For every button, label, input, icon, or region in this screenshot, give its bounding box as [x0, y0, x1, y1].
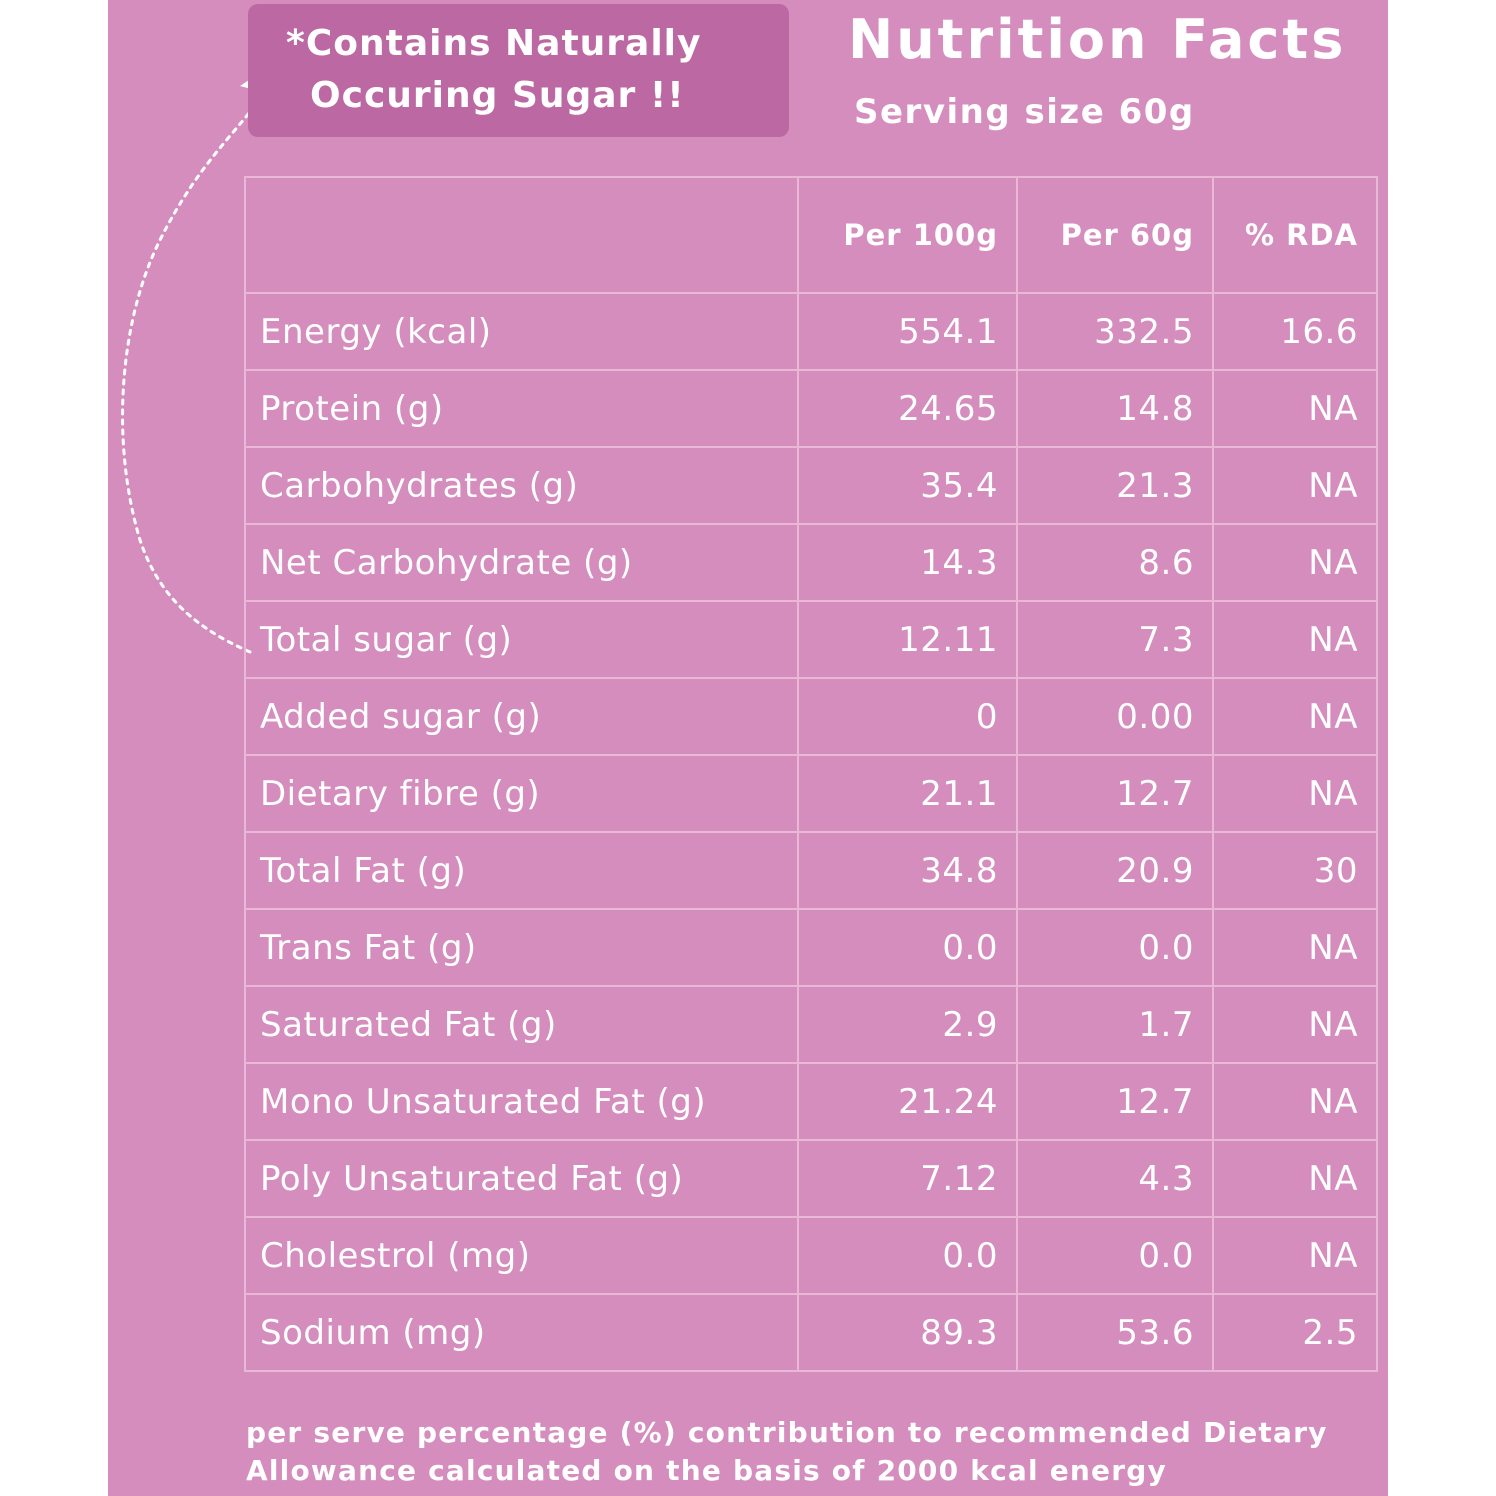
table-row: Total Fat (g) 34.8 20.9 30	[244, 831, 1378, 910]
value-rda: NA	[1212, 523, 1378, 602]
table-row: Trans Fat (g) 0.0 0.0 NA	[244, 908, 1378, 987]
value-per-60g: 53.6	[1016, 1293, 1214, 1372]
value-per-100g: 21.24	[797, 1062, 1018, 1141]
value-per-100g: 14.3	[797, 523, 1018, 602]
value-rda: NA	[1212, 1062, 1378, 1141]
nutrient-name: Added sugar (g)	[244, 677, 799, 756]
footnote-line-2: Allowance calculated on the basis of 200…	[246, 1454, 1167, 1487]
value-per-60g: 12.7	[1016, 1062, 1214, 1141]
value-rda: NA	[1212, 1139, 1378, 1218]
column-header-per-60g: Per 60g	[1016, 176, 1214, 294]
callout-line-1: *Contains Naturally	[286, 23, 702, 64]
value-rda: NA	[1212, 446, 1378, 525]
naturally-occurring-sugar-callout: *Contains Naturally Occuring Sugar !!	[248, 4, 789, 137]
column-header-per-100g: Per 100g	[797, 176, 1018, 294]
table-row: Added sugar (g) 0 0.00 NA	[244, 677, 1378, 756]
value-per-100g: 7.12	[797, 1139, 1018, 1218]
page-title: Nutrition Facts	[848, 8, 1347, 71]
value-per-100g: 34.8	[797, 831, 1018, 910]
table-header-row: Per 100g Per 60g % RDA	[244, 176, 1378, 294]
nutrient-name: Protein (g)	[244, 369, 799, 448]
value-per-60g: 12.7	[1016, 754, 1214, 833]
value-rda: NA	[1212, 677, 1378, 756]
value-per-100g: 89.3	[797, 1293, 1018, 1372]
serving-size: Serving size 60g	[854, 92, 1195, 132]
nutrient-name: Carbohydrates (g)	[244, 446, 799, 525]
value-per-60g: 0.0	[1016, 1216, 1214, 1295]
value-per-60g: 1.7	[1016, 985, 1214, 1064]
nutrient-name: Mono Unsaturated Fat (g)	[244, 1062, 799, 1141]
column-header-nutrient	[244, 176, 799, 294]
value-per-60g: 7.3	[1016, 600, 1214, 679]
value-per-60g: 0.00	[1016, 677, 1214, 756]
table-row: Carbohydrates (g) 35.4 21.3 NA	[244, 446, 1378, 525]
table-row: Sodium (mg) 89.3 53.6 2.5	[244, 1293, 1378, 1372]
nutrient-name: Trans Fat (g)	[244, 908, 799, 987]
table-row: Mono Unsaturated Fat (g) 21.24 12.7 NA	[244, 1062, 1378, 1141]
value-per-60g: 332.5	[1016, 292, 1214, 371]
value-rda: NA	[1212, 1216, 1378, 1295]
table-row: Total sugar (g) 12.11 7.3 NA	[244, 600, 1378, 679]
nutrient-name: Cholestrol (mg)	[244, 1216, 799, 1295]
value-rda: NA	[1212, 985, 1378, 1064]
value-per-60g: 4.3	[1016, 1139, 1214, 1218]
value-per-100g: 24.65	[797, 369, 1018, 448]
column-header-rda: % RDA	[1212, 176, 1378, 294]
value-per-100g: 2.9	[797, 985, 1018, 1064]
table-row: Energy (kcal) 554.1 332.5 16.6	[244, 292, 1378, 371]
table-row: Poly Unsaturated Fat (g) 7.12 4.3 NA	[244, 1139, 1378, 1218]
table-row: Dietary fibre (g) 21.1 12.7 NA	[244, 754, 1378, 833]
value-per-100g: 12.11	[797, 600, 1018, 679]
value-rda: NA	[1212, 369, 1378, 448]
nutrient-name: Poly Unsaturated Fat (g)	[244, 1139, 799, 1218]
value-per-60g: 14.8	[1016, 369, 1214, 448]
nutrient-name: Total Fat (g)	[244, 831, 799, 910]
rda-footnote: per serve percentage (%) contribution to…	[246, 1414, 1386, 1490]
nutrient-name: Saturated Fat (g)	[244, 985, 799, 1064]
table-row: Saturated Fat (g) 2.9 1.7 NA	[244, 985, 1378, 1064]
nutrient-name: Dietary fibre (g)	[244, 754, 799, 833]
value-per-100g: 0	[797, 677, 1018, 756]
nutrient-name: Net Carbohydrate (g)	[244, 523, 799, 602]
value-rda: 2.5	[1212, 1293, 1378, 1372]
value-rda: NA	[1212, 754, 1378, 833]
value-rda: NA	[1212, 908, 1378, 987]
nutrient-name: Energy (kcal)	[244, 292, 799, 371]
nutrition-table: Per 100g Per 60g % RDA Energy (kcal) 554…	[244, 176, 1378, 1372]
table-row: Cholestrol (mg) 0.0 0.0 NA	[244, 1216, 1378, 1295]
table-row: Protein (g) 24.65 14.8 NA	[244, 369, 1378, 448]
nutrient-name: Total sugar (g)	[244, 600, 799, 679]
value-per-60g: 21.3	[1016, 446, 1214, 525]
value-per-100g: 0.0	[797, 908, 1018, 987]
value-per-60g: 8.6	[1016, 523, 1214, 602]
value-rda: 16.6	[1212, 292, 1378, 371]
value-rda: 30	[1212, 831, 1378, 910]
footnote-line-1: per serve percentage (%) contribution to…	[246, 1416, 1328, 1449]
table-row: Net Carbohydrate (g) 14.3 8.6 NA	[244, 523, 1378, 602]
value-per-100g: 21.1	[797, 754, 1018, 833]
callout-line-2: Occuring Sugar !!	[310, 75, 685, 116]
value-per-60g: 0.0	[1016, 908, 1214, 987]
value-per-100g: 554.1	[797, 292, 1018, 371]
value-per-100g: 0.0	[797, 1216, 1018, 1295]
value-per-60g: 20.9	[1016, 831, 1214, 910]
nutrient-name: Sodium (mg)	[244, 1293, 799, 1372]
value-rda: NA	[1212, 600, 1378, 679]
value-per-100g: 35.4	[797, 446, 1018, 525]
